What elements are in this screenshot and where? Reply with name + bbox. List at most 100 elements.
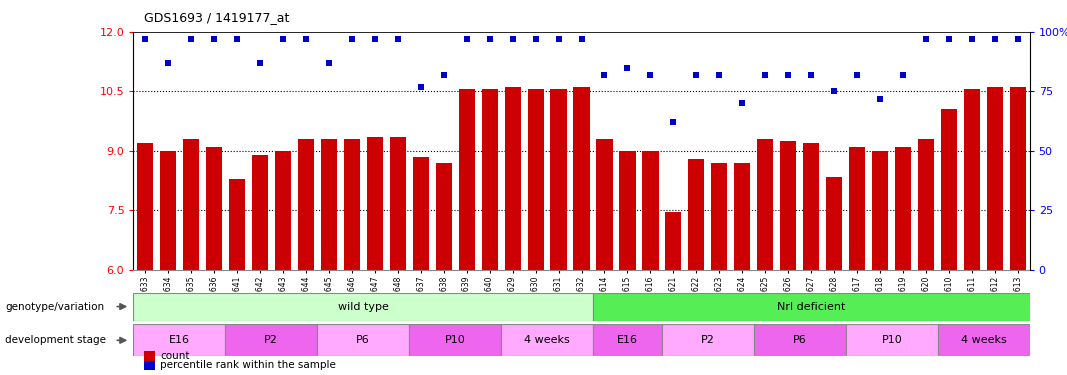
Bar <box>849 147 865 270</box>
Bar <box>505 87 521 270</box>
Point <box>251 60 268 66</box>
Point <box>550 36 567 42</box>
Bar <box>1010 87 1026 270</box>
Point <box>780 72 797 78</box>
Bar <box>754 324 846 356</box>
Bar <box>826 177 842 270</box>
Bar <box>593 292 1030 321</box>
Bar <box>734 163 750 270</box>
Bar <box>846 324 938 356</box>
Bar <box>435 163 451 270</box>
Bar <box>252 155 268 270</box>
Text: GDS1693 / 1419177_at: GDS1693 / 1419177_at <box>144 11 289 24</box>
Bar <box>666 213 682 270</box>
Point <box>848 72 865 78</box>
Bar <box>872 151 889 270</box>
Bar <box>688 159 704 270</box>
Bar <box>987 87 1003 270</box>
Text: count: count <box>160 351 190 361</box>
Text: E16: E16 <box>617 335 638 345</box>
Bar <box>481 89 497 270</box>
Text: P2: P2 <box>265 335 278 345</box>
Point <box>389 36 407 42</box>
Text: P6: P6 <box>793 335 807 345</box>
Point <box>987 36 1004 42</box>
Text: P10: P10 <box>881 335 902 345</box>
Point <box>228 36 245 42</box>
Bar <box>160 151 176 270</box>
Bar <box>228 179 244 270</box>
Point <box>941 36 958 42</box>
Bar <box>389 137 405 270</box>
Point <box>137 36 154 42</box>
Bar <box>758 139 774 270</box>
Bar <box>919 139 935 270</box>
Point <box>366 36 383 42</box>
Bar <box>803 143 819 270</box>
Bar <box>662 324 754 356</box>
Bar <box>367 137 383 270</box>
Bar <box>321 139 337 270</box>
Point <box>1009 36 1026 42</box>
Point <box>665 119 682 125</box>
Bar <box>938 324 1030 356</box>
Bar <box>712 163 728 270</box>
Point <box>872 96 889 102</box>
Point <box>757 72 774 78</box>
Text: genotype/variation: genotype/variation <box>5 302 105 312</box>
Text: E16: E16 <box>169 335 190 345</box>
Bar <box>593 324 662 356</box>
Bar <box>780 141 796 270</box>
Point <box>435 72 452 78</box>
Point <box>412 84 429 90</box>
Bar <box>298 139 314 270</box>
Bar <box>137 143 153 270</box>
Bar <box>133 324 225 356</box>
Text: 4 weeks: 4 weeks <box>524 335 570 345</box>
Bar <box>620 151 636 270</box>
Point <box>320 60 337 66</box>
Point <box>298 36 315 42</box>
Bar <box>941 109 957 270</box>
Point <box>711 72 728 78</box>
Bar <box>317 324 409 356</box>
Text: Nrl deficient: Nrl deficient <box>777 302 845 312</box>
Bar <box>573 87 590 270</box>
Bar <box>965 89 981 270</box>
Bar <box>206 147 222 270</box>
Bar <box>344 139 360 270</box>
Point <box>159 60 176 66</box>
Bar <box>182 139 198 270</box>
Point <box>802 72 819 78</box>
Text: P2: P2 <box>701 335 715 345</box>
Point <box>182 36 200 42</box>
Text: wild type: wild type <box>338 302 388 312</box>
Bar <box>527 89 543 270</box>
Point <box>573 36 590 42</box>
Bar <box>459 89 475 270</box>
Point <box>918 36 935 42</box>
Point <box>642 72 659 78</box>
Point <box>504 36 521 42</box>
Bar <box>274 151 291 270</box>
Bar <box>409 324 501 356</box>
Bar <box>642 151 658 270</box>
Point <box>619 64 636 70</box>
Text: P10: P10 <box>445 335 465 345</box>
Point <box>826 88 843 94</box>
Text: development stage: development stage <box>5 335 107 345</box>
Point <box>964 36 981 42</box>
Bar <box>596 139 612 270</box>
Bar <box>895 147 911 270</box>
Point <box>481 36 498 42</box>
Text: percentile rank within the sample: percentile rank within the sample <box>160 360 336 370</box>
Point <box>895 72 912 78</box>
Point <box>205 36 222 42</box>
Point <box>596 72 614 78</box>
Point <box>458 36 475 42</box>
Point <box>344 36 361 42</box>
Text: 4 weeks: 4 weeks <box>960 335 1006 345</box>
Text: P6: P6 <box>356 335 370 345</box>
Bar <box>133 292 593 321</box>
Point <box>688 72 705 78</box>
